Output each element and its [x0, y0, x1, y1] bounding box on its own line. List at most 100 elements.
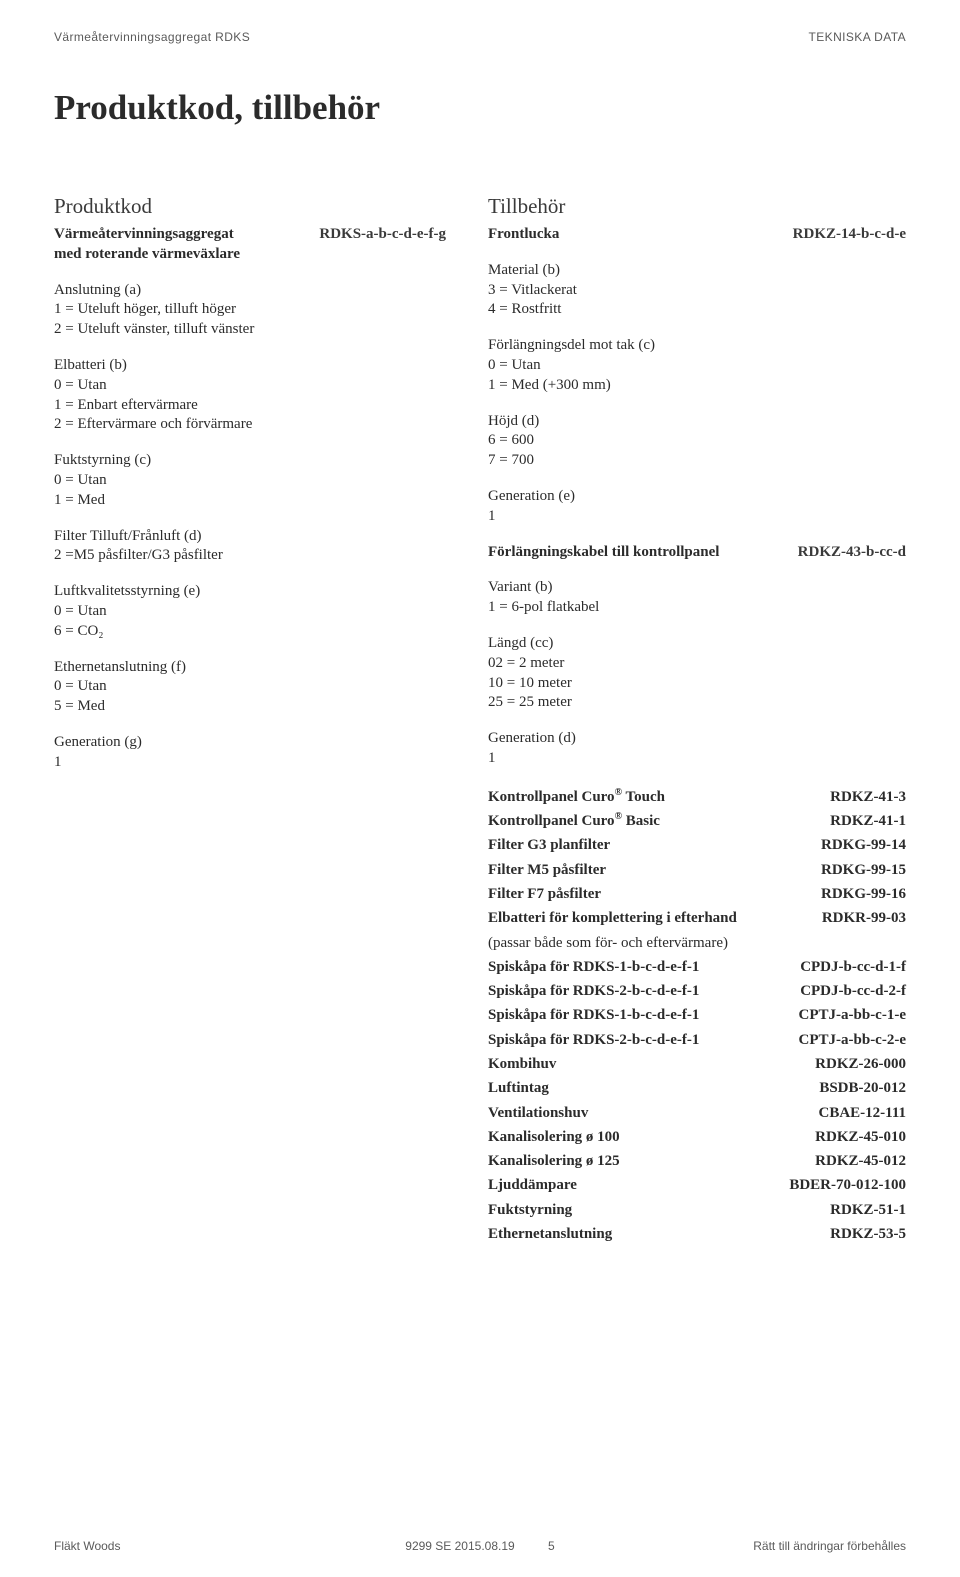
param-group: Förlängningsdel mot tak (c)0 = Utan1 = M…	[488, 336, 906, 395]
table-row-label: Ethernetanslutning	[488, 1222, 612, 1246]
table-row-label: Filter G3 planfilter	[488, 833, 610, 857]
table-row-code: RDKR-99-03	[822, 906, 906, 930]
param-line: 1 = Enbart eftervärmare	[54, 396, 446, 416]
param-line: 1	[488, 507, 906, 527]
table-row: Spiskåpa för RDKS-1-b-c-d-e-f-1 CPTJ-a-bb…	[488, 1003, 906, 1027]
intro-line-2: med roterande värmeväxlare	[54, 245, 446, 265]
param-group: Variant (b)1 = 6-pol flatkabel	[488, 578, 906, 618]
param-line: 2 = Eftervärmare och förvärmare	[54, 415, 446, 435]
param-group-title: Variant (b)	[488, 578, 906, 598]
param-line: 3 = Vitlackerat	[488, 281, 906, 301]
param-group: Ethernetanslutning (f)0 = Utan5 = Med	[54, 658, 446, 717]
produktkod-intro: Värmeåtervinningsaggregat RDKS-a-b-c-d-e…	[54, 225, 446, 265]
param-group: Anslutning (a)1 = Uteluft höger, tilluft…	[54, 281, 446, 340]
header-left: Värmeåtervinningsaggregat RDKS	[54, 30, 250, 44]
table-row-label: Kanalisolering ø 100	[488, 1125, 620, 1149]
heading-tillbehor: Tillbehör	[488, 194, 906, 219]
table-row-code: BSDB-20-012	[819, 1076, 906, 1100]
param-group: Fuktstyrning (c)0 = Utan1 = Med	[54, 451, 446, 510]
header-right: TEKNISKA DATA	[809, 30, 906, 44]
param-group-title: Generation (d)	[488, 729, 906, 749]
table-row-code: RDKZ-53-5	[830, 1222, 906, 1246]
table-row-label: Ljuddämpare	[488, 1173, 577, 1197]
column-produktkod: Produktkod Värmeåtervinningsaggregat RDK…	[54, 194, 446, 1246]
table-row-code: RDKZ-51-1	[830, 1198, 906, 1222]
table-row-label: Spiskåpa för RDKS-2-b-c-d-e-f-1	[488, 1028, 699, 1052]
param-line: 2 = Uteluft vänster, tilluft vänster	[54, 320, 446, 340]
param-group-title: Förlängningsdel mot tak (c)	[488, 336, 906, 356]
table-row: Kontrollpanel Curo® Basic RDKZ-41-1	[488, 809, 906, 833]
table-row-code: CPDJ-b-cc-d-1-f	[800, 955, 906, 979]
param-line: 6 = CO₂	[54, 622, 446, 642]
table-row-code: RDKZ-41-3	[830, 785, 906, 809]
table-row-label: Kontrollpanel Curo® Touch	[488, 785, 665, 809]
param-line: 1 = 6-pol flatkabel	[488, 598, 906, 618]
param-group: Luftkvalitetsstyrning (e)0 = Utan6 = CO₂	[54, 582, 446, 641]
table-row-code: RDKZ-45-010	[815, 1125, 906, 1149]
heading-produktkod: Produktkod	[54, 194, 446, 219]
param-line: 1 = Uteluft höger, tilluft höger	[54, 300, 446, 320]
table-row: Filter G3 planfilter RDKG-99-14	[488, 833, 906, 857]
param-group: Elbatteri (b)0 = Utan1 = Enbart eftervär…	[54, 356, 446, 435]
table-row-code: CPTJ-a-bb-c-1-e	[799, 1003, 906, 1027]
param-group: Generation (d)1	[488, 729, 906, 769]
footer-left: Fläkt Woods	[54, 1539, 120, 1553]
param-line: 0 = Utan	[488, 356, 906, 376]
param-line: 02 = 2 meter	[488, 654, 906, 674]
content-columns: Produktkod Värmeåtervinningsaggregat RDK…	[54, 194, 906, 1246]
table-row-label: Spiskåpa för RDKS-1-b-c-d-e-f-1	[488, 1003, 699, 1027]
param-group-title: Filter Tilluft/Frånluft (d)	[54, 527, 446, 547]
param-line: 7 = 700	[488, 451, 906, 471]
param-line: 1	[488, 749, 906, 769]
table-row: Kombihuv RDKZ-26-000	[488, 1052, 906, 1076]
table-row-label: Kanalisolering ø 125	[488, 1149, 620, 1173]
table-note: (passar både som för- och eftervärmare)	[488, 931, 906, 955]
table-row-label: Kontrollpanel Curo® Basic	[488, 809, 660, 833]
table-row: Filter M5 påsfilterRDKG-99-15	[488, 858, 906, 882]
param-line: 25 = 25 meter	[488, 693, 906, 713]
param-group-title: Fuktstyrning (c)	[54, 451, 446, 471]
footer-page: 5	[548, 1539, 555, 1553]
table-row: LuftintagBSDB-20-012	[488, 1076, 906, 1100]
page-header: Värmeåtervinningsaggregat RDKS TEKNISKA …	[54, 30, 906, 44]
table-row: Elbatteri för komplettering i efterhandR…	[488, 906, 906, 930]
table-row: Fuktstyrning RDKZ-51-1	[488, 1198, 906, 1222]
table-row: Kontrollpanel Curo® Touch RDKZ-41-3	[488, 785, 906, 809]
table-row: Spiskåpa för RDKS-2-b-c-d-e-f-1 CPDJ-b-cc…	[488, 979, 906, 1003]
table-row-label: Kombihuv	[488, 1052, 556, 1076]
cable-label: Förlängningskabel till kontrollpanel	[488, 543, 798, 563]
table-row: Kanalisolering ø 100 RDKZ-45-010	[488, 1125, 906, 1149]
param-line: 0 = Utan	[54, 602, 446, 622]
param-line: 4 = Rostfritt	[488, 300, 906, 320]
accessory-table: Kontrollpanel Curo® TouchRDKZ-41-3Kontro…	[488, 785, 906, 1247]
table-row-label: Spiskåpa för RDKS-2-b-c-d-e-f-1	[488, 979, 699, 1003]
table-row-code: RDKG-99-16	[821, 882, 906, 906]
param-line: 10 = 10 meter	[488, 674, 906, 694]
table-row-label: Fuktstyrning	[488, 1198, 572, 1222]
table-row-code: RDKZ-45-012	[815, 1149, 906, 1173]
param-line: 5 = Med	[54, 697, 446, 717]
footer-right: Rätt till ändringar förbehålles	[753, 1539, 906, 1553]
param-group-title: Generation (g)	[54, 733, 446, 753]
table-row-code: CPTJ-a-bb-c-2-e	[799, 1028, 906, 1052]
param-group-title: Elbatteri (b)	[54, 356, 446, 376]
footer-center: 9299 SE 2015.08.19	[405, 1539, 514, 1553]
table-row: Ljuddämpare BDER-70-012-100	[488, 1173, 906, 1197]
table-row-code: CPDJ-b-cc-d-2-f	[800, 979, 906, 1003]
table-row-label: Filter F7 påsfilter	[488, 882, 601, 906]
param-group-title: Generation (e)	[488, 487, 906, 507]
table-row-code: RDKZ-41-1	[830, 809, 906, 833]
param-group-title: Material (b)	[488, 261, 906, 281]
table-row-code: RDKG-99-14	[821, 833, 906, 857]
table-row-code: BDER-70-012-100	[789, 1173, 906, 1197]
column-tillbehor: Tillbehör Frontlucka RDKZ-14-b-c-d-e Mat…	[488, 194, 906, 1246]
param-line: 6 = 600	[488, 431, 906, 451]
table-row: Filter F7 påsfilter RDKG-99-16	[488, 882, 906, 906]
intro-code: RDKS-a-b-c-d-e-f-g	[319, 226, 446, 243]
intro-line-1: Värmeåtervinningsaggregat	[54, 225, 319, 245]
table-row: Ethernetanslutning RDKZ-53-5	[488, 1222, 906, 1246]
param-group-title: Ethernetanslutning (f)	[54, 658, 446, 678]
param-line: 2 =M5 påsfilter/G3 påsfilter	[54, 546, 446, 566]
table-row: Kanalisolering ø 125 RDKZ-45-012	[488, 1149, 906, 1173]
table-row-code: RDKZ-26-000	[815, 1052, 906, 1076]
